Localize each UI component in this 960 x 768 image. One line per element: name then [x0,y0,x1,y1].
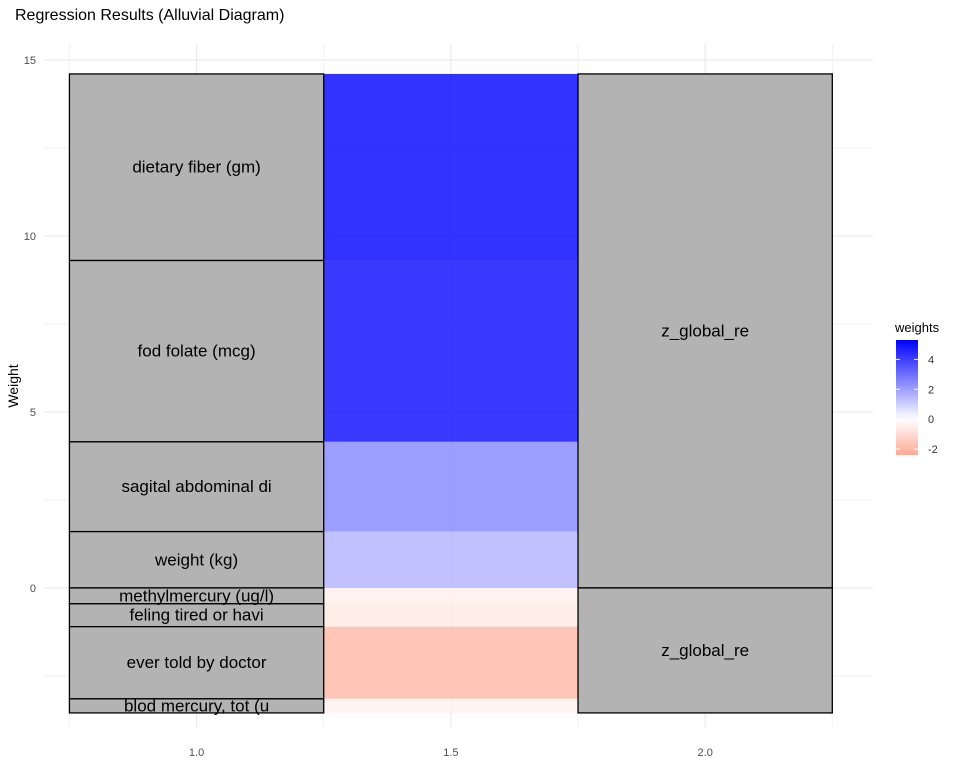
legend-tick-label: 0 [928,414,934,426]
stratum-box [68,259,325,443]
stratum-label: ever told by doctor [127,653,267,672]
stratum-box [68,530,325,589]
y-axis-title: Weight [5,364,21,407]
y-tick-label: 0 [30,583,36,595]
y-tick-label: 10 [24,231,36,243]
stratum-label: z_global_re [661,641,749,660]
stratum-box [68,698,325,714]
legend: weights 4 2 0 -2 [894,320,940,456]
y-tick-label: 15 [24,55,36,67]
legend-tick-label: -2 [928,444,938,456]
stratum-box [68,73,325,262]
legend-ticks: 4 2 0 -2 [896,354,938,456]
x-tick-label: 1.5 [443,747,458,759]
flow-band [323,260,579,442]
flow-band [323,587,579,604]
legend-tick-label: 4 [928,354,934,366]
stratum-box [68,441,325,533]
flow-band [323,626,579,699]
stratum-label: fod folate (mcg) [138,342,256,361]
flow-band [323,441,579,532]
y-tick-label: 5 [30,407,36,419]
legend-colorbar [896,340,918,455]
strata: dietary fiber (gm) fod folate (mcg) sagita… [68,73,833,715]
flow-band [323,698,579,713]
stratum-label: sagital abdominal di [121,477,271,496]
axis-ticks: 0 5 10 15 1.0 1.5 2.0 [24,55,713,759]
stratum-label: blod mercury, tot (u [124,696,269,715]
legend-title: weights [894,320,940,335]
flow-band [323,73,579,261]
chart-title: Regression Results (Alluvial Diagram) [15,7,284,24]
flows [323,73,579,713]
x-tick-label: 2.0 [698,747,713,759]
flow-band [323,531,579,588]
stratum-label: methylmercury (ug/l) [119,586,274,605]
stratum-label: z_global_re [661,321,749,340]
flow-band [323,603,579,627]
stratum-box [577,73,833,589]
stratum-box [68,626,325,700]
stratum-label: dietary fiber (gm) [132,158,260,177]
stratum-label: weight (kg) [154,550,238,569]
stratum-box [577,587,833,714]
legend-tick-label: 2 [928,384,934,396]
x-tick-label: 1.0 [189,747,204,759]
stratum-label: feling tired or havi [129,606,263,625]
